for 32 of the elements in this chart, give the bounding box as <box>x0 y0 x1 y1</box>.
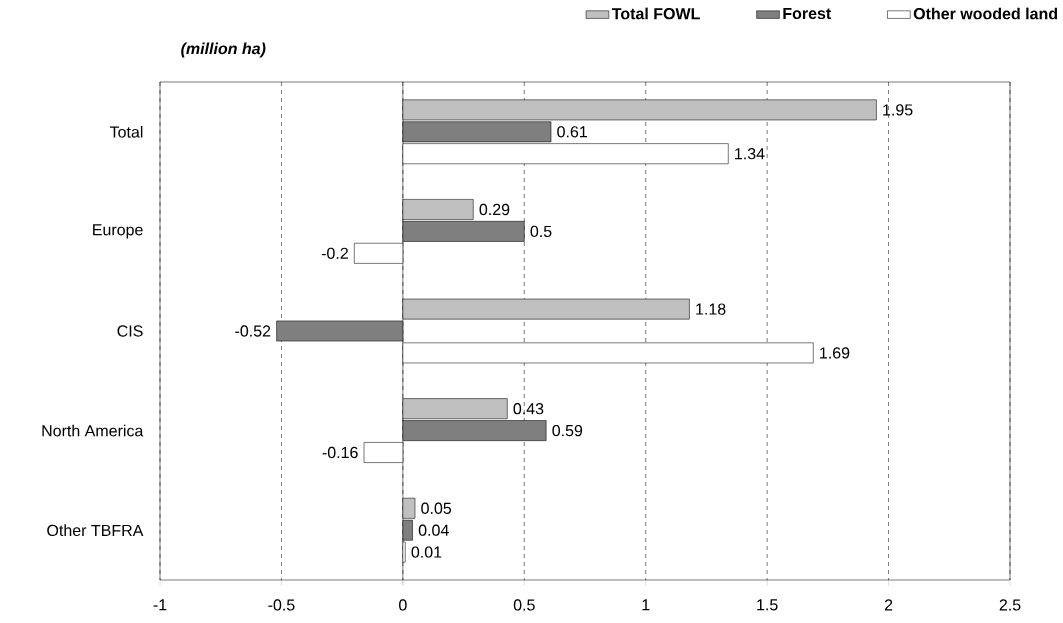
x-tick-label: -1 <box>153 599 167 611</box>
y-tick-label: Europe <box>93 224 143 239</box>
data-label: 0.01 <box>411 546 442 558</box>
data-label: 0.59 <box>552 424 583 437</box>
data-label: 1.18 <box>696 303 726 315</box>
data-label: 0.5 <box>530 225 552 238</box>
x-tick-label: 1.5 <box>757 599 778 611</box>
data-label: -0.2 <box>321 247 348 259</box>
data-label: 0.05 <box>421 502 452 514</box>
y-tick-label: Other TBFRA <box>47 524 144 537</box>
x-tick-label: 0.5 <box>513 599 535 611</box>
data-label: -0.52 <box>235 325 271 337</box>
legend-label: Total FOWL <box>611 7 700 20</box>
data-label: 0.04 <box>418 524 449 536</box>
legend-label: Other wooded land <box>913 7 1058 20</box>
x-tick-label: 2 <box>884 599 893 611</box>
data-label: 1.34 <box>735 148 765 160</box>
data-label: 1.95 <box>883 104 913 116</box>
x-tick-label: 2.5 <box>999 599 1021 611</box>
y-tick-label: North America <box>42 424 144 437</box>
x-tick-label: 1 <box>642 599 650 611</box>
legend-label: Forest <box>783 7 832 20</box>
data-label: -0.16 <box>322 446 358 459</box>
data-label: 1.69 <box>820 347 850 359</box>
data-label: 0.61 <box>557 126 587 138</box>
data-label: 0.43 <box>513 403 544 415</box>
x-tick-label: 0 <box>399 599 407 611</box>
y-tick-label: Total <box>109 125 143 138</box>
text: (million ha) <box>181 42 266 58</box>
x-tick-label: -0.5 <box>268 599 295 611</box>
data-label: 0.29 <box>479 203 510 216</box>
y-tick-label: CIS <box>117 325 143 337</box>
